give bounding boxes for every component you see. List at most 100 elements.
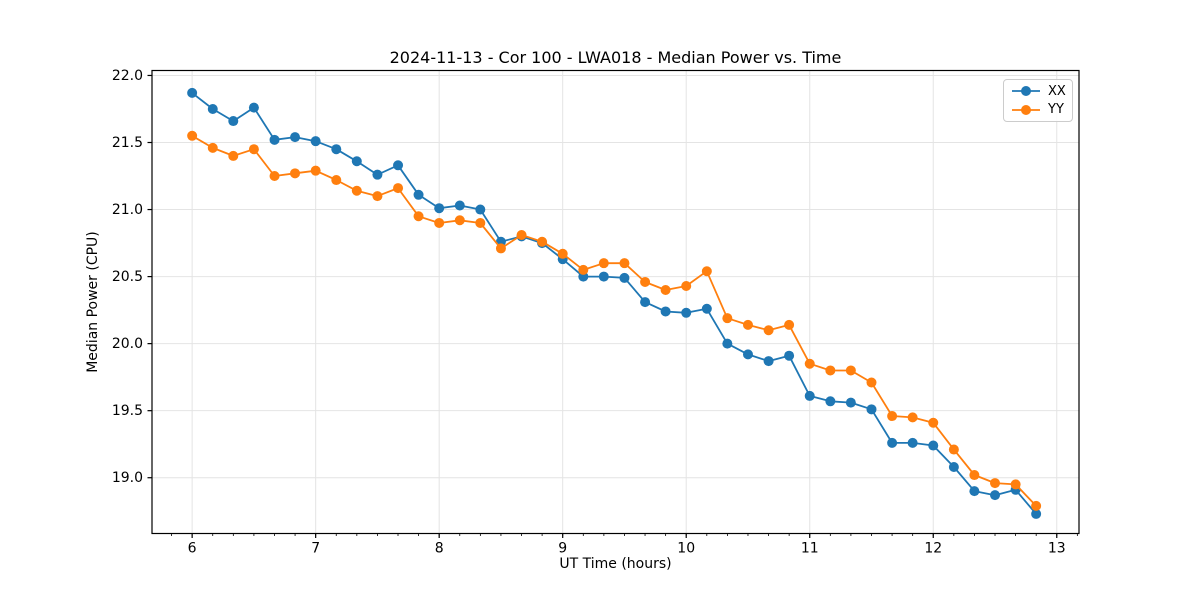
data-point-xx xyxy=(413,189,424,200)
data-point-xx xyxy=(619,272,630,283)
data-point-xx xyxy=(742,349,753,360)
data-point-yy xyxy=(1031,500,1042,511)
y-axis-label: Median Power (CPU) xyxy=(85,231,101,373)
data-point-yy xyxy=(907,412,918,423)
series-line-xx xyxy=(191,92,1037,515)
y-tick-label: 20.5 xyxy=(112,269,143,285)
data-point-xx xyxy=(722,338,733,349)
data-point-yy xyxy=(434,217,445,228)
data-point-yy xyxy=(681,280,692,291)
data-point-yy xyxy=(722,313,733,324)
data-point-yy xyxy=(187,130,198,141)
x-tick-label: 6 xyxy=(188,541,197,557)
data-point-yy xyxy=(804,358,815,369)
data-point-xx xyxy=(290,132,301,143)
data-point-yy xyxy=(948,444,959,455)
x-tick-label: 12 xyxy=(924,541,942,557)
legend-item-yy: YY xyxy=(1011,102,1065,117)
data-point-yy xyxy=(845,365,856,376)
data-point-yy xyxy=(825,365,836,376)
data-point-xx xyxy=(393,160,404,171)
legend: XX YY xyxy=(1003,79,1073,122)
data-point-yy xyxy=(557,248,568,259)
data-point-yy xyxy=(928,417,939,428)
legend-label-yy: YY xyxy=(1048,102,1064,118)
data-point-xx xyxy=(434,203,445,214)
data-point-xx xyxy=(948,461,959,472)
data-point-yy xyxy=(578,264,589,275)
data-point-xx xyxy=(372,169,383,180)
legend-item-xx: XX xyxy=(1011,83,1066,99)
data-point-xx xyxy=(928,440,939,451)
data-point-xx xyxy=(887,437,898,448)
data-point-yy xyxy=(990,478,1001,489)
data-point-xx xyxy=(784,350,795,361)
data-point-xx xyxy=(248,102,259,113)
data-point-yy xyxy=(290,168,301,179)
data-point-yy xyxy=(784,319,795,330)
y-tick-label: 21.0 xyxy=(112,202,143,218)
data-point-xx xyxy=(454,200,465,211)
data-point-xx xyxy=(207,103,218,114)
data-point-yy xyxy=(372,191,383,202)
data-point-xx xyxy=(351,156,362,167)
data-point-yy xyxy=(537,236,548,247)
legend-line-sample-yy xyxy=(1012,104,1040,115)
data-point-xx xyxy=(228,116,239,127)
data-point-xx xyxy=(331,144,342,155)
data-point-xx xyxy=(825,396,836,407)
data-point-yy xyxy=(866,377,877,388)
y-tick-label: 19.0 xyxy=(112,470,143,486)
chart-title: 2024-11-13 - Cor 100 - LWA018 - Median P… xyxy=(389,48,842,67)
data-point-yy xyxy=(516,230,527,241)
data-point-xx xyxy=(681,307,692,318)
data-point-yy xyxy=(351,185,362,196)
x-axis-label: UT Time (hours) xyxy=(559,556,672,572)
data-point-xx xyxy=(990,490,1001,501)
data-point-xx xyxy=(598,271,609,282)
data-point-xx xyxy=(907,437,918,448)
data-point-yy xyxy=(454,215,465,226)
data-point-xx xyxy=(640,297,651,308)
x-tick-label: 8 xyxy=(435,541,444,557)
series-line-yy xyxy=(191,135,1037,507)
data-point-yy xyxy=(619,258,630,269)
legend-label-xx: XX xyxy=(1048,83,1066,99)
x-tick-label: 13 xyxy=(1048,541,1066,557)
data-point-yy xyxy=(475,217,486,228)
y-tick-label: 19.5 xyxy=(112,403,143,419)
data-point-xx xyxy=(660,306,671,317)
data-point-yy xyxy=(393,183,404,194)
data-point-xx xyxy=(701,303,712,314)
data-point-yy xyxy=(660,284,671,295)
y-tick-label: 22.0 xyxy=(112,68,143,84)
data-point-yy xyxy=(207,142,218,153)
x-tick-label: 11 xyxy=(801,541,819,557)
data-point-yy xyxy=(887,411,898,422)
y-tick-label: 21.5 xyxy=(112,135,143,151)
data-point-xx xyxy=(310,136,321,147)
data-point-yy xyxy=(248,144,259,155)
data-point-yy xyxy=(228,150,239,161)
data-point-yy xyxy=(742,319,753,330)
data-point-yy xyxy=(310,165,321,176)
data-point-yy xyxy=(969,470,980,481)
data-point-xx xyxy=(845,397,856,408)
data-point-yy xyxy=(269,171,280,182)
x-tick-label: 10 xyxy=(677,541,695,557)
data-point-xx xyxy=(475,204,486,215)
data-point-xx xyxy=(969,486,980,497)
data-point-yy xyxy=(331,175,342,186)
x-tick-label: 9 xyxy=(558,541,567,557)
legend-line-sample-xx xyxy=(1012,86,1040,97)
data-point-xx xyxy=(187,87,198,98)
data-point-yy xyxy=(1010,479,1021,490)
data-point-yy xyxy=(413,211,424,222)
data-point-xx xyxy=(804,390,815,401)
data-point-yy xyxy=(598,258,609,269)
data-point-yy xyxy=(640,276,651,287)
data-point-xx xyxy=(763,356,774,367)
data-point-yy xyxy=(763,325,774,336)
